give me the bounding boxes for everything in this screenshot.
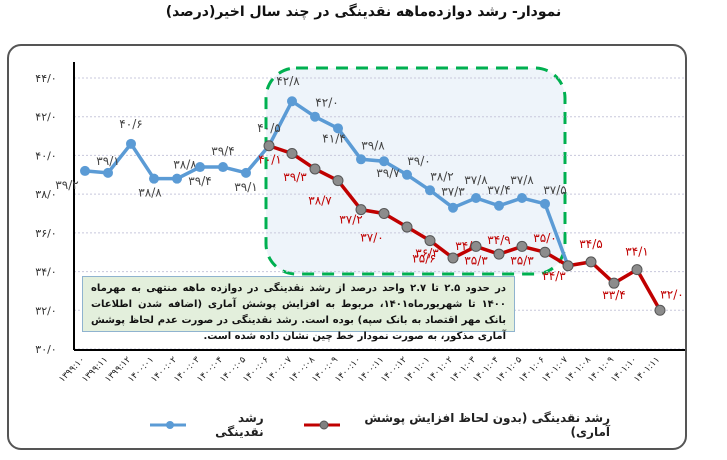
- series-blue-line: [84, 99, 570, 267]
- data-label: ۳۹/۳: [283, 170, 307, 184]
- data-label: ۳۸/۷: [308, 194, 332, 208]
- data-label: ۳۹/۷: [376, 166, 400, 180]
- y-tick-label: ۴۰/۰: [35, 149, 56, 162]
- legend-label-blue: رشد نقدینگی: [215, 411, 264, 439]
- legend-red-line-icon: [303, 420, 341, 430]
- data-label: ۳۷/۴: [487, 183, 510, 197]
- data-label: ۳۹/۸: [361, 138, 385, 152]
- data-point: [378, 208, 390, 219]
- data-label: ۳۷/۸: [464, 173, 488, 187]
- y-tick-label: ۴۴/۰: [35, 72, 56, 85]
- data-point: [309, 163, 321, 175]
- data-point: [471, 193, 481, 204]
- data-point: [470, 240, 482, 252]
- data-point: [494, 200, 504, 211]
- data-point: [172, 173, 182, 184]
- data-point: [379, 156, 389, 167]
- data-point: [517, 193, 527, 204]
- data-point: [539, 246, 551, 258]
- chart-frame: [7, 44, 687, 450]
- data-label: ۳۷/۲: [339, 213, 362, 227]
- data-label: ۳۴/۵: [579, 237, 602, 251]
- data-point: [448, 202, 458, 213]
- data-label: ۳۸/۸: [138, 186, 162, 200]
- data-label: ۳۵/۶: [412, 252, 435, 266]
- data-point: [356, 154, 366, 165]
- data-label: ۳۵/۳: [464, 253, 488, 267]
- data-label: ۳۴/۳: [542, 269, 566, 283]
- data-point: [333, 123, 343, 134]
- data-label: ۳۶/۳: [415, 246, 439, 260]
- data-point: [562, 260, 574, 272]
- data-point: [241, 167, 251, 178]
- data-point: [263, 140, 275, 152]
- y-tick-label: ۳۸/۰: [35, 188, 56, 201]
- legend-item-blue: رشد نقدینگی: [150, 411, 264, 439]
- chart-title: نمودار- رشد دوازده‌ماهه نقدینگی در چند س…: [165, 4, 562, 20]
- y-tick-label: ۴۲/۰: [35, 111, 56, 124]
- data-label: ۳۸/۲: [430, 169, 453, 183]
- highlight-box: [264, 66, 567, 276]
- data-point: [355, 204, 367, 216]
- data-point: [516, 240, 528, 252]
- data-point: [287, 96, 297, 107]
- data-label: ۳۷/۸: [510, 173, 534, 187]
- legend-blue-line-icon: [150, 421, 187, 429]
- data-point: [195, 162, 205, 173]
- data-point: [585, 256, 597, 268]
- data-label: ۴۲/۸: [276, 74, 300, 88]
- data-label: ۳۲/۰: [660, 287, 683, 301]
- data-point: [424, 235, 436, 247]
- chart-footnote: در حدود ۲.۵ تا ۲.۷ واحد درصد از رشد نقدی…: [82, 276, 515, 342]
- data-label: ۳۳/۴: [602, 288, 625, 302]
- data-label: ۳۹/۱: [234, 180, 257, 194]
- y-tick-label: ۳۴/۰: [35, 266, 56, 279]
- y-tick-label: ۳۰/۰: [35, 343, 56, 356]
- data-label: ۴۰/۱: [258, 152, 281, 166]
- data-point: [332, 175, 344, 187]
- data-point: [608, 277, 620, 289]
- data-label: ۳۴/۹: [487, 233, 510, 247]
- data-label: ۳۷/۵: [543, 183, 566, 197]
- data-label: ۳۷/۳: [441, 185, 465, 199]
- data-point: [402, 169, 412, 180]
- data-label: ۳۵/۰: [533, 231, 556, 245]
- data-label: ۳۸/۸: [173, 158, 197, 172]
- data-label: ۳۹/۱: [96, 154, 119, 168]
- data-point: [654, 304, 666, 316]
- data-point: [218, 162, 228, 173]
- data-label: ۳۹/۲: [55, 178, 78, 192]
- data-label: ۴۰/۶: [119, 117, 142, 131]
- x-tick-label: ۱۴۰۱:۱۱: [632, 355, 662, 385]
- data-point: [80, 165, 90, 176]
- data-label: ۳۴/۱: [625, 245, 648, 259]
- data-point: [401, 221, 413, 233]
- data-label: ۳۹/۰: [407, 154, 430, 168]
- data-point: [310, 111, 320, 122]
- data-point: [286, 147, 298, 159]
- chart-legend: رشد نقدینگی (بدون لحاظ افزایش پوشش آماری…: [150, 411, 610, 439]
- y-tick-label: ۳۲/۰: [35, 304, 56, 317]
- data-label: ۴۱/۴: [322, 131, 345, 145]
- data-label: ۳۷/۰: [360, 231, 383, 245]
- data-label: ۴۲/۰: [315, 96, 338, 110]
- data-point: [103, 167, 113, 178]
- data-point: [493, 248, 505, 260]
- data-point: [540, 198, 550, 209]
- data-label: ۳۵/۳: [510, 253, 534, 267]
- legend-label-red: رشد نقدینگی (بدون لحاظ افزایش پوشش آماری…: [364, 411, 610, 439]
- data-point: [126, 138, 136, 149]
- y-tick-label: ۳۶/۰: [35, 227, 56, 240]
- data-point: [631, 264, 643, 276]
- legend-item-red: رشد نقدینگی (بدون لحاظ افزایش پوشش آماری…: [303, 411, 610, 439]
- data-label: ۳۹/۴: [188, 174, 211, 188]
- data-label: ۴۰/۵: [257, 121, 280, 135]
- data-point: [149, 173, 159, 184]
- data-label: ۳۹/۴: [211, 144, 234, 158]
- data-point: [447, 252, 459, 264]
- data-point: [425, 185, 435, 196]
